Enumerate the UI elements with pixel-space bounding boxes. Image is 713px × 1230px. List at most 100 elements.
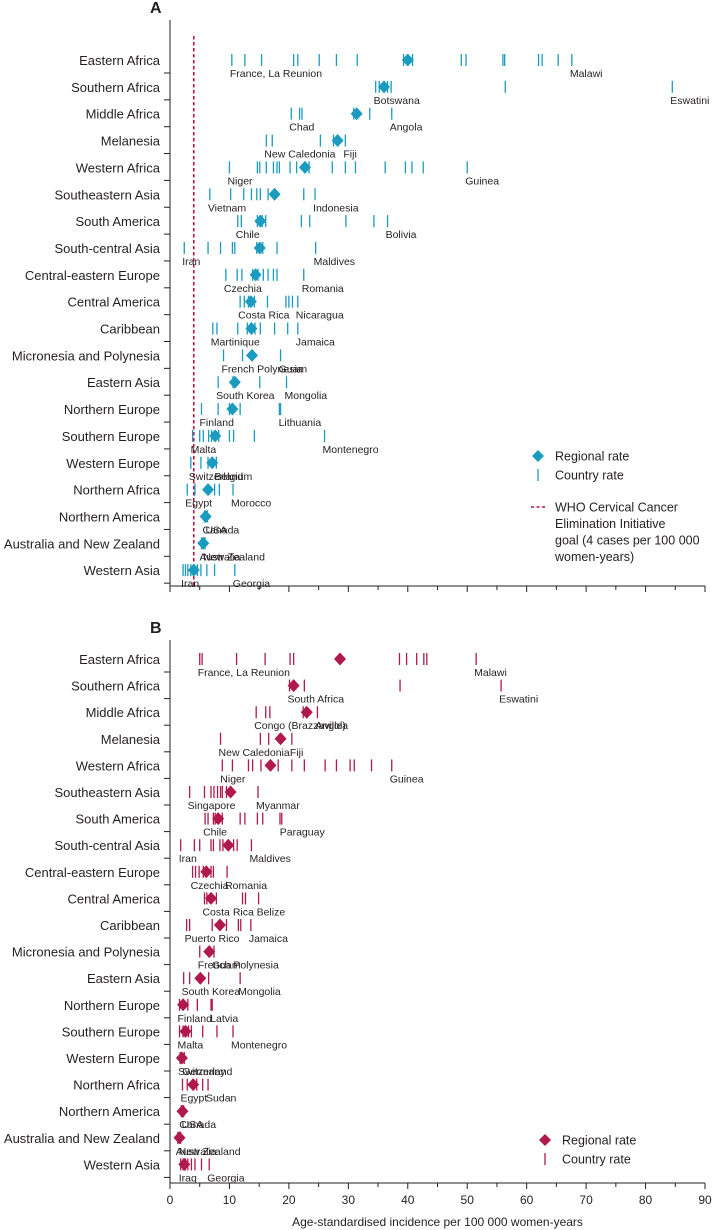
region-label: Melanesia — [101, 732, 161, 747]
region-row: Western Asia Iran Georgia — [84, 563, 271, 590]
region-row: Eastern Africa France, La Reunion Malawi — [79, 53, 602, 80]
regional-rate-marker — [199, 509, 212, 523]
region-label: Northern Europe — [64, 998, 160, 1013]
region-label: South-central Asia — [54, 838, 160, 853]
regional-rate-marker — [203, 945, 216, 959]
lowest-country-label: Chile — [236, 229, 260, 241]
region-label: Australia and New Zealand — [4, 1131, 160, 1146]
region-label: Northern Europe — [64, 402, 160, 417]
region-label: Western Africa — [76, 160, 161, 175]
legend-goal-label: goal (4 cases per 100 000 — [555, 534, 700, 548]
highest-country-label: Belgium — [214, 471, 252, 483]
highest-country-label: Fiji — [290, 747, 303, 759]
region-label: Central America — [68, 891, 161, 906]
lowest-country-label: Iran — [179, 853, 197, 865]
highest-country-label: Latvia — [210, 1013, 238, 1025]
region-label: South America — [75, 214, 160, 229]
lowest-country-label: Czechia — [191, 880, 229, 892]
regional-rate-marker — [178, 1157, 191, 1171]
lowest-country-label: Chile — [203, 827, 227, 839]
regional-rate-marker — [206, 456, 219, 470]
region-label: Micronesia and Polynesia — [12, 348, 161, 363]
regional-rate-marker — [226, 402, 239, 416]
legend-goal-label: WHO Cervical Cancer — [555, 501, 678, 515]
legend-regional-label: Regional rate — [562, 1134, 636, 1148]
highest-country-label: Indonesia — [313, 202, 359, 214]
highest-country-label: USA — [182, 1119, 204, 1131]
panel-b: B 0 10 20 30 40 50 60 70 80 90 Age-standardised inc… — [4, 620, 712, 1229]
regional-rate-marker — [173, 1131, 186, 1145]
regional-rate-marker — [177, 998, 190, 1012]
lowest-country-label: France, La Reunion — [230, 68, 322, 80]
regional-rate-marker — [179, 1024, 192, 1038]
lowest-country-label: New Caledonia — [264, 149, 335, 161]
regional-rate-marker — [212, 812, 225, 826]
lowest-country-label: Australia — [200, 551, 241, 563]
region-label: Micronesia and Polynesia — [12, 945, 161, 960]
region-row: Southern Europe Malta Montenegro — [62, 429, 379, 456]
region-label: Western Europe — [66, 456, 160, 471]
lowest-country-label: Czechia — [224, 283, 262, 295]
region-label: Northern Africa — [73, 1078, 160, 1093]
region-label: South America — [75, 812, 160, 827]
legend-country-label: Country rate — [562, 1153, 631, 1167]
lowest-country-label: French Polynesia — [198, 960, 279, 972]
region-label: Western Europe — [66, 1051, 160, 1066]
legend-goal-label: women-years) — [554, 550, 634, 564]
region-label: Eastern Asia — [87, 971, 161, 986]
regional-rate-marker — [300, 705, 313, 719]
region-label: Melanesia — [101, 134, 161, 149]
regional-rate-marker — [209, 429, 222, 443]
region-label: Eastern Asia — [87, 375, 161, 390]
highest-country-label: Montenegro — [323, 444, 379, 456]
region-row: Melanesia New Caledonia Fiji — [101, 732, 304, 759]
highest-country-label: New Zealand — [203, 551, 265, 563]
lowest-country-label: Botswana — [374, 95, 420, 107]
highest-country-label: Belize — [257, 906, 286, 918]
highest-country-label: Germany — [182, 1066, 226, 1078]
highest-country-label: Maldives — [249, 853, 290, 865]
region-row: Caribbean Martinique Jamaica — [100, 322, 335, 349]
region-row: Western Africa Niger Guinea — [76, 160, 500, 187]
region-label: Southern Africa — [71, 679, 161, 694]
regional-rate-marker — [187, 1078, 200, 1092]
regional-rate-marker — [264, 758, 277, 772]
highest-country-label: Mongolia — [238, 986, 281, 998]
region-label: Northern Africa — [73, 483, 160, 498]
region-label: Western Africa — [76, 758, 161, 773]
regional-rate-marker — [378, 80, 390, 94]
regional-rate-marker — [246, 348, 259, 362]
region-label: Caribbean — [100, 918, 160, 933]
region-row: Southern Africa Botswana Eswatini — [71, 80, 709, 107]
region-row: Caribbean Puerto Rico Jamaica — [100, 918, 288, 945]
legend-country-label: Country rate — [555, 469, 624, 483]
highest-country-label: Romania — [302, 283, 344, 295]
regional-rate-marker — [253, 241, 266, 255]
highest-country-label: Morocco — [231, 498, 271, 510]
region-row: South-central Asia Iran Maldives — [54, 838, 290, 865]
highest-country-label: Angola — [390, 122, 423, 134]
highest-country-label: Guam — [279, 363, 308, 375]
region-row: South America Chile Bolivia — [75, 214, 416, 241]
lowest-country-label: Martinique — [211, 337, 260, 349]
regional-rate-marker — [254, 214, 267, 228]
lowest-country-label: South Korea — [182, 986, 241, 998]
region-label: Eastern Africa — [79, 53, 161, 68]
lowest-country-label: Costa Rica — [202, 906, 254, 918]
highest-country-label: Guinea — [390, 773, 424, 785]
region-label: Western Asia — [84, 1157, 161, 1172]
region-label: Central-eastern Europe — [25, 865, 160, 880]
regional-rate-marker — [224, 785, 237, 799]
region-label: Middle Africa — [86, 107, 161, 122]
region-row: Northern Africa Egypt Morocco — [73, 483, 271, 510]
highest-country-label: Eswatini — [499, 694, 538, 706]
highest-country-label: Bolivia — [386, 229, 417, 241]
region-label: Southeastern Asia — [54, 785, 160, 800]
regional-rate-marker — [287, 679, 300, 693]
x-tick-label: 70 — [579, 1193, 593, 1207]
lowest-country-label: Iran — [181, 578, 199, 590]
